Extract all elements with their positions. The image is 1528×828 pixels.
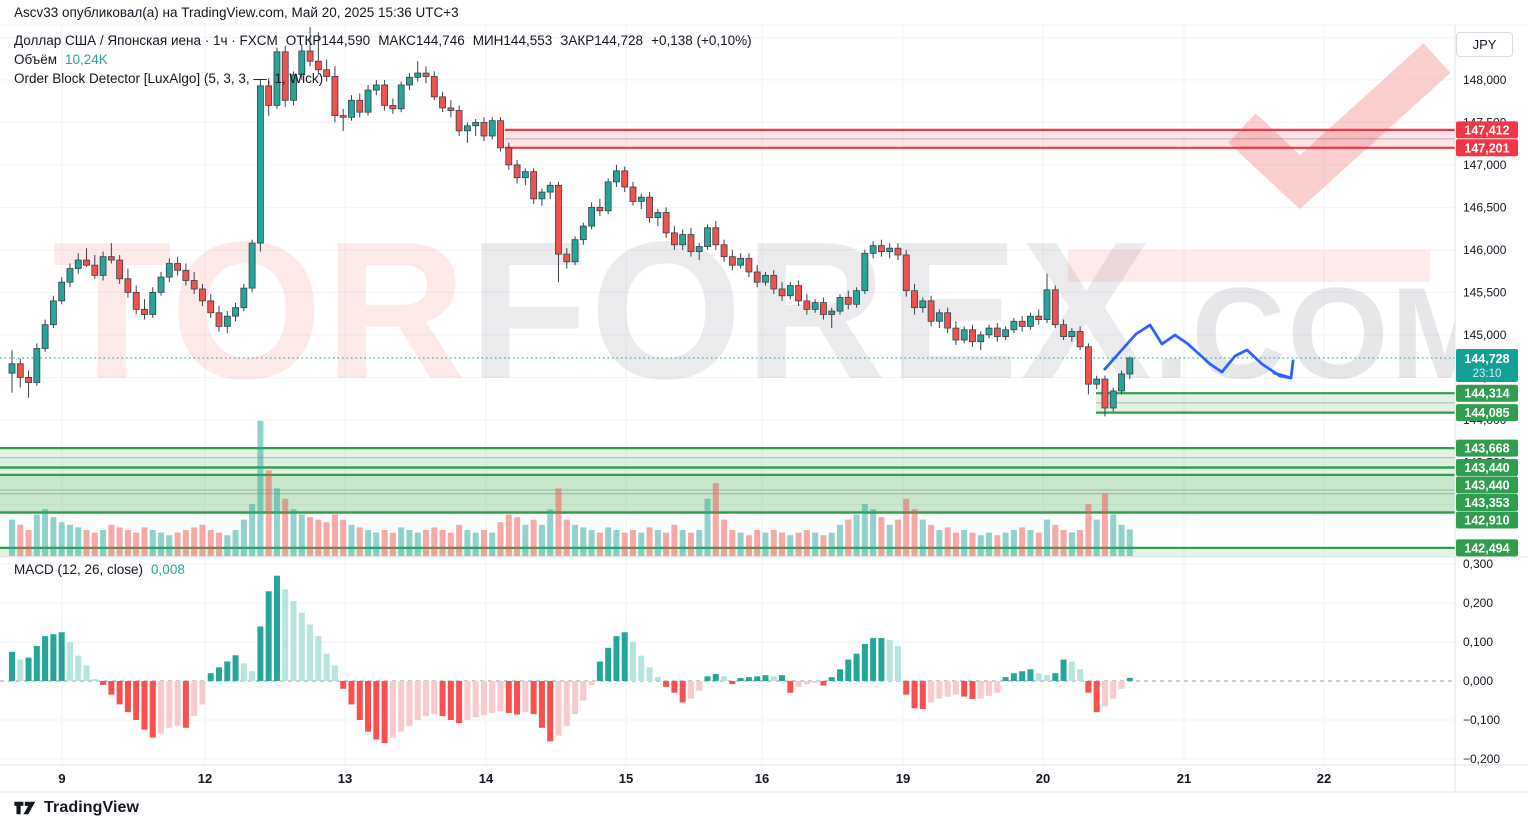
- svg-text:143,440: 143,440: [1464, 461, 1509, 475]
- watermark: TORFOREX.COM: [52, 43, 1501, 420]
- attribution-text: Ascv33 опубликовал(а) на TradingView.com…: [14, 5, 459, 20]
- currency-button[interactable]: JPY: [1456, 32, 1513, 57]
- volume-value: 10,24K: [65, 52, 108, 67]
- footer-brand[interactable]: TradingView: [13, 798, 139, 818]
- svg-text:−0,100: −0,100: [1463, 713, 1500, 727]
- svg-text:0,100: 0,100: [1463, 635, 1493, 649]
- svg-text:142,910: 142,910: [1464, 513, 1509, 527]
- symbol-legend-row[interactable]: Доллар США / Японская иена · 1ч · FXCM О…: [14, 33, 752, 48]
- svg-text:22: 22: [1317, 771, 1331, 786]
- macd-legend-row[interactable]: MACD (12, 26, close) 0,008: [14, 562, 185, 577]
- svg-text:144,085: 144,085: [1464, 406, 1509, 420]
- volume-label: Объём: [14, 52, 58, 67]
- svg-text:145,000: 145,000: [1463, 328, 1507, 342]
- svg-text:148,000: 148,000: [1463, 73, 1507, 87]
- macd-label: MACD (12, 26, close): [14, 562, 144, 577]
- svg-text:146,500: 146,500: [1463, 200, 1507, 214]
- svg-text:147,201: 147,201: [1464, 141, 1509, 155]
- svg-text:0,200: 0,200: [1463, 596, 1493, 610]
- svg-text:142,494: 142,494: [1464, 541, 1509, 555]
- macd-layer: [9, 575, 1133, 744]
- svg-text:13: 13: [338, 771, 352, 786]
- svg-text:14: 14: [479, 771, 494, 786]
- indicator-label: Order Block Detector [LuxAlgo] (5, 3, 3,…: [14, 71, 324, 86]
- price-change: +0,138 (+0,10%): [651, 33, 752, 48]
- svg-text:143,440: 143,440: [1464, 478, 1509, 492]
- svg-text:144,728: 144,728: [1464, 352, 1509, 366]
- svg-text:143,668: 143,668: [1464, 442, 1509, 456]
- svg-text:0,000: 0,000: [1463, 674, 1493, 688]
- svg-text:21: 21: [1177, 771, 1191, 786]
- ohlc-low: МИН144,553: [472, 33, 553, 48]
- volume-legend-row[interactable]: Объём 10,24K: [14, 52, 752, 67]
- time-axis[interactable]: 9 12 13 14 15 16 19 20 21 22: [0, 765, 1528, 792]
- svg-text:TORFOREX.COM: TORFOREX.COM: [52, 201, 1501, 420]
- svg-text:19: 19: [896, 771, 910, 786]
- price-labels: 147,412 147,201 144,314 144,085 143,668 143,4…: [1456, 121, 1518, 557]
- svg-text:145,500: 145,500: [1463, 285, 1507, 299]
- svg-text:143,353: 143,353: [1464, 496, 1509, 510]
- volume-layer: [9, 420, 1133, 556]
- macd-value: 0,008: [151, 562, 185, 577]
- svg-text:12: 12: [198, 771, 212, 786]
- candles-layer: [8, 27, 1134, 417]
- svg-text:147,000: 147,000: [1463, 158, 1507, 172]
- svg-text:146,000: 146,000: [1463, 243, 1507, 257]
- svg-text:9: 9: [58, 771, 65, 786]
- symbol-title[interactable]: Доллар США / Японская иена · 1ч · FXCM: [14, 33, 278, 48]
- svg-text:16: 16: [755, 771, 769, 786]
- ohlc-close: ЗАКР144,728: [560, 33, 644, 48]
- svg-text:15: 15: [619, 771, 633, 786]
- tradingview-logo-icon: [14, 801, 36, 815]
- ohlc-open: ОТКР144,590: [285, 33, 371, 48]
- svg-text:23:10: 23:10: [1473, 368, 1502, 380]
- svg-text:−0,200: −0,200: [1463, 752, 1500, 766]
- separators: [0, 24, 1528, 793]
- order-blocks-layer: [0, 128, 1455, 557]
- brand-name: TradingView: [44, 799, 140, 816]
- svg-text:0,300: 0,300: [1463, 557, 1493, 571]
- svg-text:144,314: 144,314: [1464, 387, 1509, 401]
- ohlc-high: МАКС144,746: [378, 33, 465, 48]
- svg-text:20: 20: [1036, 771, 1050, 786]
- chart-legend: Доллар США / Японская иена · 1ч · FXCM О…: [14, 33, 752, 86]
- indicator-legend-row[interactable]: Order Block Detector [LuxAlgo] (5, 3, 3,…: [14, 71, 752, 86]
- svg-text:147,412: 147,412: [1464, 123, 1509, 137]
- arrow-annotation[interactable]: [1102, 323, 1295, 380]
